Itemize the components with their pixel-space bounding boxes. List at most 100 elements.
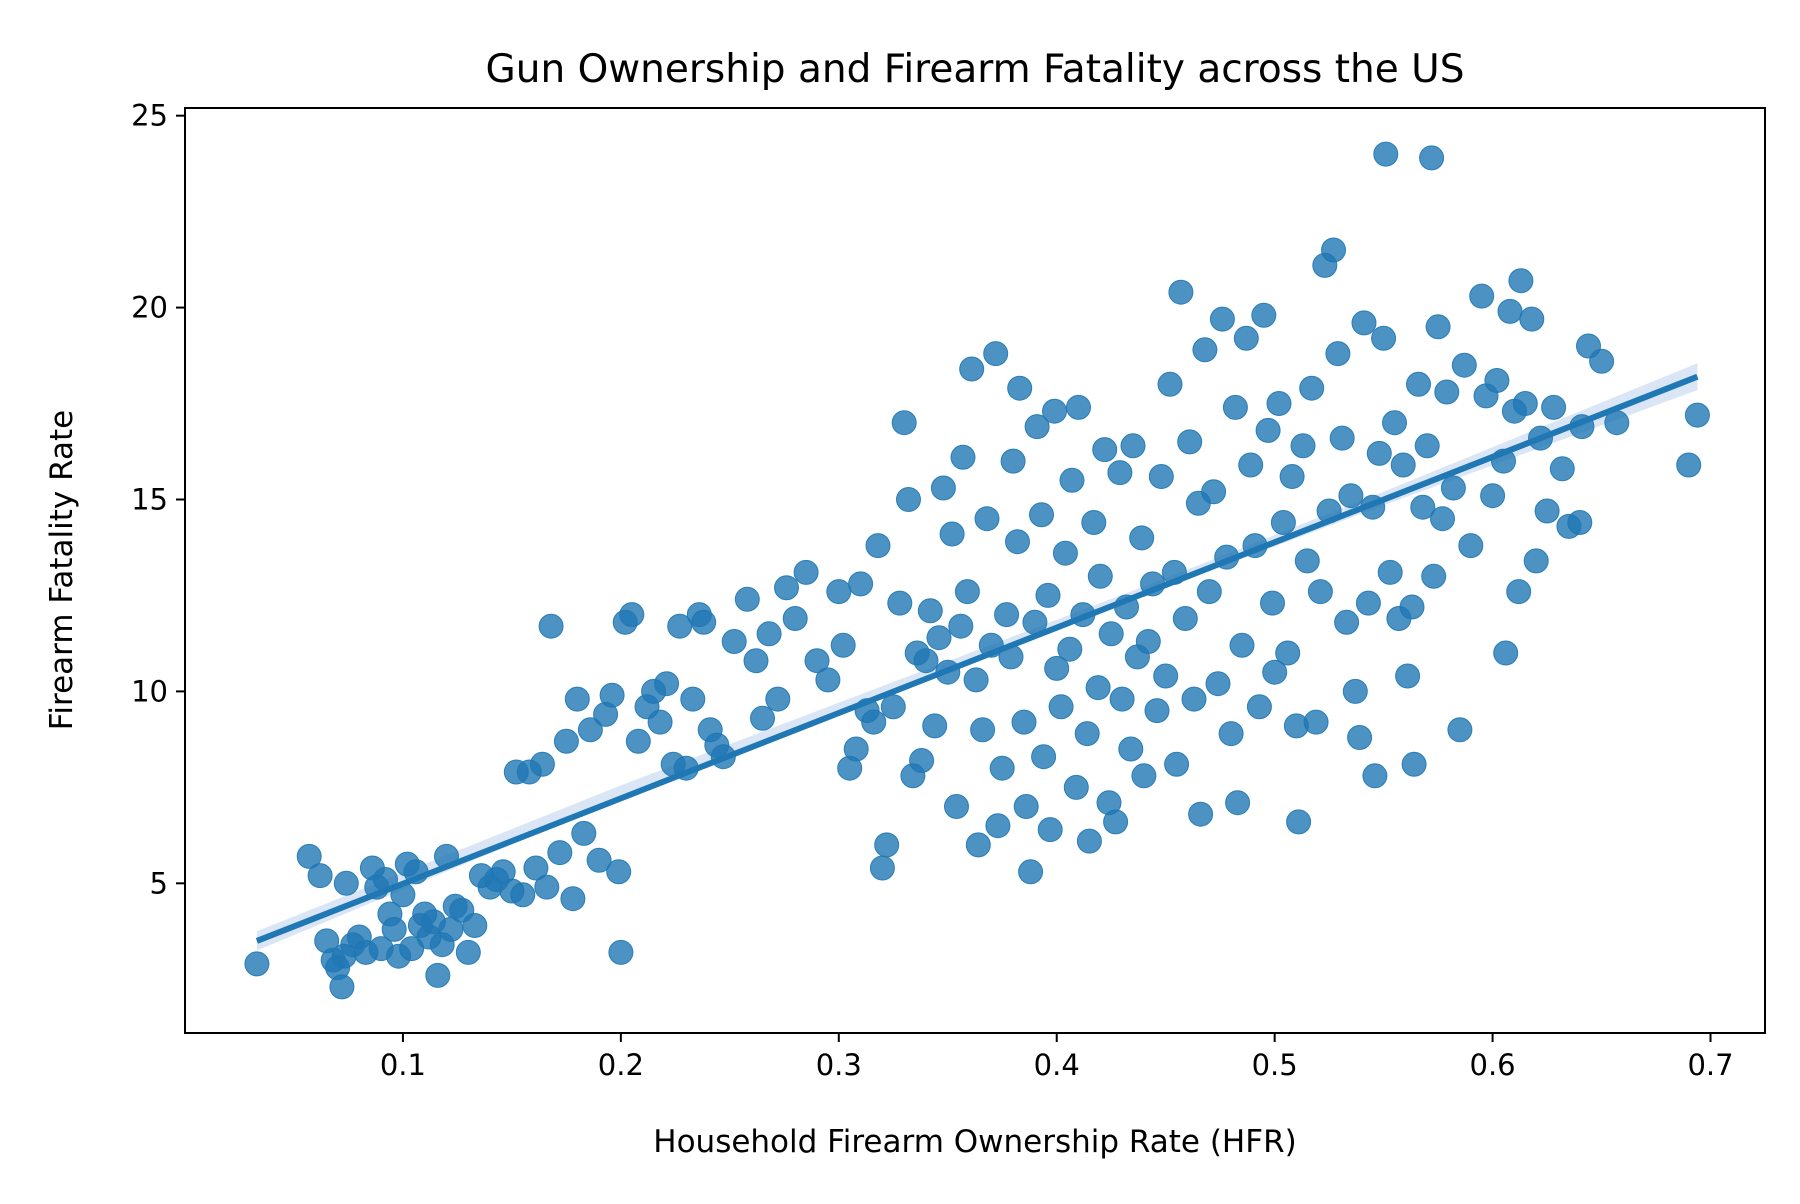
data-point — [743, 648, 769, 674]
data-point — [869, 855, 895, 881]
data-point — [1334, 609, 1360, 635]
data-point — [1451, 352, 1477, 378]
data-point — [560, 886, 586, 912]
axis-ticks: 0.1 0.2 0.3 0.4 0.5 0.6 0.7 5 10 15 20 25 — [131, 99, 1733, 1082]
data-point — [691, 609, 717, 635]
data-point — [538, 613, 564, 639]
data-point — [887, 590, 913, 616]
data-point — [1172, 606, 1198, 631]
data-point — [329, 974, 355, 1000]
data-point — [1290, 433, 1316, 459]
chart-title: Gun Ownership and Firearm Fatality acros… — [486, 47, 1465, 92]
data-point — [1294, 548, 1320, 574]
data-point — [654, 671, 680, 697]
data-point — [1037, 817, 1063, 843]
data-point — [1425, 314, 1451, 340]
data-point — [1534, 498, 1560, 524]
data-point — [1589, 348, 1615, 374]
data-point — [1347, 725, 1373, 750]
data-point — [1395, 663, 1421, 689]
data-point — [874, 832, 900, 858]
data-point — [965, 832, 991, 858]
data-point — [1355, 590, 1381, 616]
data-point — [891, 410, 917, 436]
data-point — [861, 709, 887, 735]
data-point — [1087, 563, 1113, 589]
data-point — [1325, 341, 1351, 367]
data-point — [1013, 794, 1039, 819]
data-point — [1480, 483, 1506, 509]
data-point — [843, 736, 869, 762]
data-point — [1229, 632, 1255, 658]
data-point — [1519, 306, 1545, 332]
data-point — [1238, 452, 1264, 478]
plot-frame — [184, 107, 1766, 1034]
data-point — [333, 870, 359, 896]
data-point — [1401, 751, 1427, 777]
data-point — [930, 475, 956, 501]
y-tick-label: 5 — [150, 866, 168, 900]
data-point — [1144, 698, 1170, 724]
data-point — [608, 939, 634, 965]
data-point — [510, 882, 536, 908]
data-point — [1000, 448, 1026, 474]
y-tick-label: 20 — [131, 291, 168, 325]
data-point — [425, 962, 451, 988]
regression-line — [255, 373, 1699, 944]
data-point — [1120, 433, 1146, 459]
data-point — [1377, 559, 1403, 585]
data-point — [1421, 563, 1447, 589]
data-point — [1275, 640, 1301, 666]
data-point — [1177, 429, 1203, 455]
data-point — [1164, 751, 1190, 777]
data-point — [244, 951, 270, 977]
data-point — [1414, 433, 1440, 459]
data-point — [750, 705, 775, 731]
data-point — [1307, 579, 1333, 605]
data-point — [399, 936, 425, 962]
data-point — [1508, 268, 1534, 294]
data-point — [1103, 809, 1129, 835]
data-point — [529, 751, 555, 777]
data-point — [1153, 663, 1179, 689]
data-point — [1129, 525, 1155, 551]
data-point — [1148, 464, 1174, 489]
data-point — [1201, 479, 1227, 505]
data-point — [1279, 464, 1305, 489]
data-point — [1541, 394, 1567, 420]
data-point — [815, 667, 841, 693]
data-point — [553, 728, 579, 754]
data-point — [1484, 368, 1510, 393]
data-point — [1168, 279, 1194, 305]
data-point — [1057, 636, 1083, 662]
data-point — [848, 571, 874, 597]
data-point — [599, 682, 625, 708]
data-point — [944, 794, 969, 819]
data-point — [1523, 548, 1549, 574]
data-point — [1303, 709, 1329, 735]
data-point — [1430, 506, 1455, 532]
data-point — [1366, 440, 1392, 466]
data-point — [1131, 763, 1157, 789]
data-point — [1018, 859, 1044, 885]
x-tick-label: 0.2 — [598, 1048, 644, 1082]
data-point — [1299, 375, 1325, 401]
data-point — [782, 606, 808, 631]
data-point — [1074, 721, 1100, 747]
data-point — [625, 728, 651, 754]
data-point — [1188, 801, 1214, 827]
data-point — [989, 755, 1015, 781]
data-point — [1092, 437, 1118, 463]
data-point — [1063, 774, 1089, 800]
data-point — [1031, 744, 1057, 770]
data-point — [1373, 141, 1399, 167]
x-tick-label: 0.4 — [1034, 1048, 1080, 1082]
data-point — [1181, 686, 1207, 712]
data-point — [1107, 460, 1133, 486]
data-point — [577, 717, 603, 743]
data-point — [1135, 629, 1161, 654]
data-point — [830, 632, 856, 658]
data-point — [913, 648, 939, 674]
data-point — [1029, 502, 1054, 528]
data-point — [1098, 621, 1124, 647]
